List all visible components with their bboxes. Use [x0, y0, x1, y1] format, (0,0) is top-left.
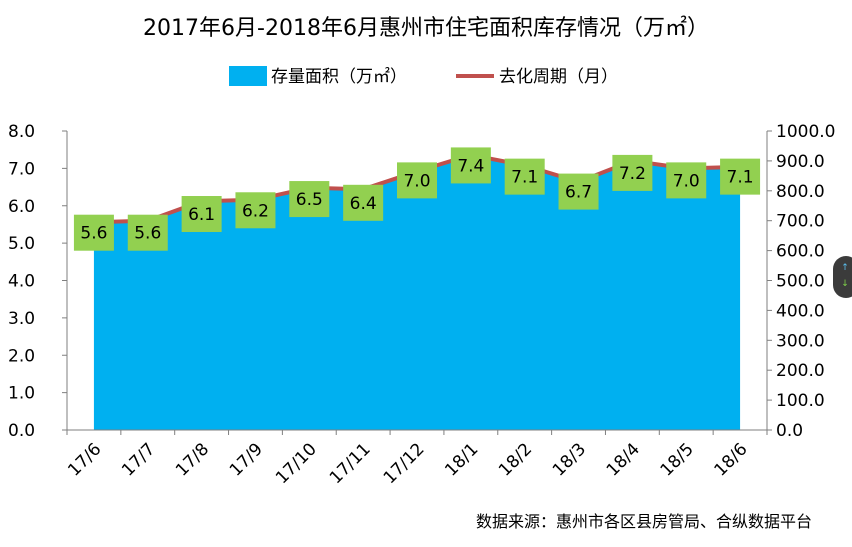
x-tick-label: 18/5 [657, 439, 698, 480]
data-label: 6.7 [565, 183, 592, 203]
x-tick-label: 18/2 [495, 439, 536, 480]
legend-label-line: 去化周期（月） [499, 67, 618, 87]
data-label-box [720, 158, 761, 195]
chart-title: 2017年6月-2018年6月惠州市住宅面积库存情况（万㎡） [143, 15, 709, 41]
data-label-box [235, 192, 276, 229]
y-right-tick-label: 700.0 [776, 212, 825, 232]
y-right-tick-label: 600.0 [776, 242, 825, 262]
source-note: 数据来源：惠州市各区县房管局、合纵数据平台 [476, 512, 812, 531]
legend-label-area: 存量面积（万㎡） [271, 67, 407, 87]
data-label-box [343, 184, 384, 221]
y-right-tick-label: 500.0 [776, 272, 825, 292]
data-label-box [558, 173, 599, 210]
data-label-box [666, 162, 707, 199]
y-left-tick-label: 0.0 [8, 421, 35, 441]
y-left-tick-label: 3.0 [8, 309, 35, 329]
data-label-box [181, 196, 222, 233]
data-label-box [397, 162, 437, 199]
y-right-tick-label: 1000.0 [776, 122, 835, 142]
x-tick-label: 18/1 [441, 439, 482, 480]
x-tick-label: 17/9 [226, 439, 267, 480]
data-label: 5.6 [134, 224, 161, 244]
data-label: 7.2 [619, 164, 646, 184]
y-left-tick-label: 4.0 [8, 272, 35, 292]
y-left-tick-label: 7.0 [8, 159, 35, 179]
y-right-tick-label: 100.0 [776, 391, 825, 411]
data-label-box [289, 181, 330, 218]
data-label: 6.4 [350, 194, 377, 214]
x-tick-label: 17/12 [380, 439, 429, 488]
y-left-tick-label: 5.0 [8, 234, 35, 254]
x-tick-label: 17/10 [272, 439, 321, 488]
data-label: 7.4 [457, 156, 484, 176]
x-tick-label: 17/6 [64, 439, 105, 480]
plot-area: 8.0 7.0 6.0 5.0 4.0 3.0 2.0 1.0 0.0 1000.0 900.0 80… [8, 122, 835, 488]
data-label-box [450, 147, 491, 184]
y-right-tick-label: 900.0 [776, 152, 825, 172]
y-left-tick-label: 8.0 [8, 122, 35, 142]
page-scroll-widget[interactable]: ↑ ↓ [833, 256, 852, 298]
arrow-down-icon[interactable]: ↓ [841, 279, 849, 289]
data-label: 6.2 [242, 201, 269, 221]
data-label-box [504, 158, 545, 195]
data-label: 6.5 [296, 190, 323, 210]
y-right-tick-label: 200.0 [776, 361, 825, 381]
legend-swatch-area [229, 66, 267, 86]
x-tick-label: 17/8 [172, 439, 213, 480]
arrow-up-icon[interactable]: ↑ [841, 263, 849, 273]
data-label: 5.6 [80, 224, 107, 244]
x-tick-label: 17/11 [326, 439, 375, 488]
x-tick-label: 18/3 [549, 439, 590, 480]
data-label-box [73, 214, 114, 251]
x-tick-label: 18/4 [603, 439, 644, 480]
data-label: 7.0 [403, 171, 430, 191]
x-tick-label: 17/7 [118, 439, 159, 480]
y-left-tick-label: 2.0 [8, 346, 35, 366]
data-label: 7.1 [727, 168, 754, 188]
data-label: 6.1 [188, 205, 215, 225]
data-label: 7.0 [673, 171, 700, 191]
y-right-tick-label: 800.0 [776, 182, 825, 202]
y-left-tick-label: 6.0 [8, 197, 35, 217]
data-label-box [127, 214, 168, 251]
y-right-tick-label: 400.0 [776, 301, 825, 321]
y-right-tick-label: 0.0 [776, 421, 803, 441]
data-label-box [612, 154, 653, 191]
data-label: 7.1 [511, 168, 538, 188]
legend: 存量面积（万㎡） 去化周期（月） [229, 66, 618, 87]
y-right-tick-label: 300.0 [776, 331, 825, 351]
x-tick-label: 18/6 [710, 439, 751, 480]
y-left-tick-label: 1.0 [8, 384, 35, 404]
